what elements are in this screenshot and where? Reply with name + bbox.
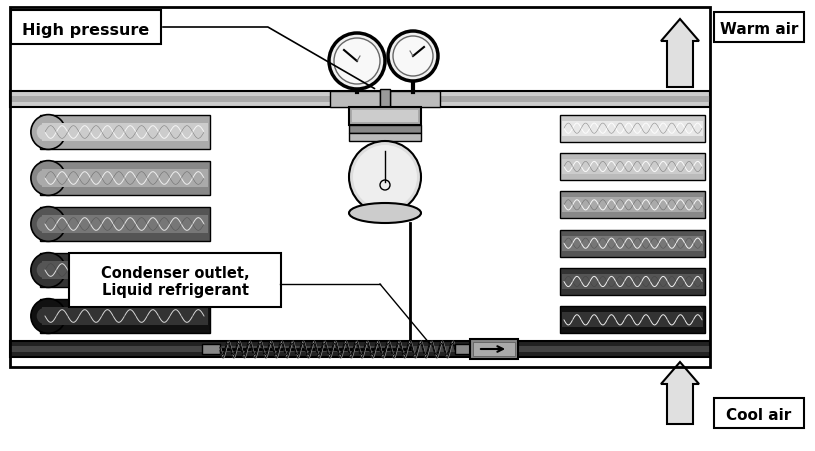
Circle shape [31,207,66,242]
Bar [560,154,705,180]
Bar [10,8,710,367]
Bar [560,307,705,333]
Bar [40,208,210,241]
Bar [473,342,515,356]
Bar [560,230,705,257]
Bar [40,162,210,195]
Circle shape [37,170,53,187]
Circle shape [329,34,385,90]
Circle shape [37,262,53,279]
Ellipse shape [349,203,421,224]
Bar [470,339,518,359]
Text: Condenser outlet,
Liquid refrigerant: Condenser outlet, Liquid refrigerant [101,265,249,298]
Bar [380,90,390,110]
Bar [42,170,208,188]
Circle shape [31,299,66,334]
Bar [560,268,705,295]
FancyArrow shape [661,362,699,424]
Circle shape [393,37,433,77]
Circle shape [349,142,421,213]
Bar [562,121,703,136]
Bar [562,160,703,175]
FancyBboxPatch shape [69,253,281,307]
Bar [42,216,208,234]
Circle shape [31,115,66,150]
Bar [202,344,220,354]
Bar [40,254,210,287]
Circle shape [37,216,53,233]
Bar [349,108,421,126]
Circle shape [388,32,438,82]
Bar [560,192,705,219]
Bar [10,98,710,102]
Circle shape [31,253,66,288]
Bar [562,198,703,213]
Circle shape [353,146,417,210]
Bar [349,133,421,142]
FancyBboxPatch shape [11,11,161,45]
Bar [10,92,710,108]
Bar [562,313,703,327]
Bar [42,124,208,142]
Bar [330,92,380,108]
FancyArrow shape [661,20,699,88]
Bar [560,115,705,142]
Bar [40,300,210,333]
Circle shape [37,308,53,325]
Bar [42,261,208,280]
Bar [10,97,710,103]
Circle shape [334,39,380,85]
Text: High pressure: High pressure [22,23,150,37]
Text: Cool air: Cool air [726,408,791,423]
Bar [455,344,470,354]
Bar [562,236,703,251]
Bar [10,341,710,357]
Bar [10,346,710,352]
Circle shape [31,161,66,196]
Bar [40,116,210,149]
Text: Warm air: Warm air [720,23,798,37]
FancyBboxPatch shape [714,398,804,428]
FancyBboxPatch shape [714,13,804,43]
Bar [349,126,421,133]
Bar [390,92,440,108]
Bar [42,307,208,325]
Bar [562,275,703,289]
Circle shape [37,124,53,141]
Bar [352,111,418,123]
